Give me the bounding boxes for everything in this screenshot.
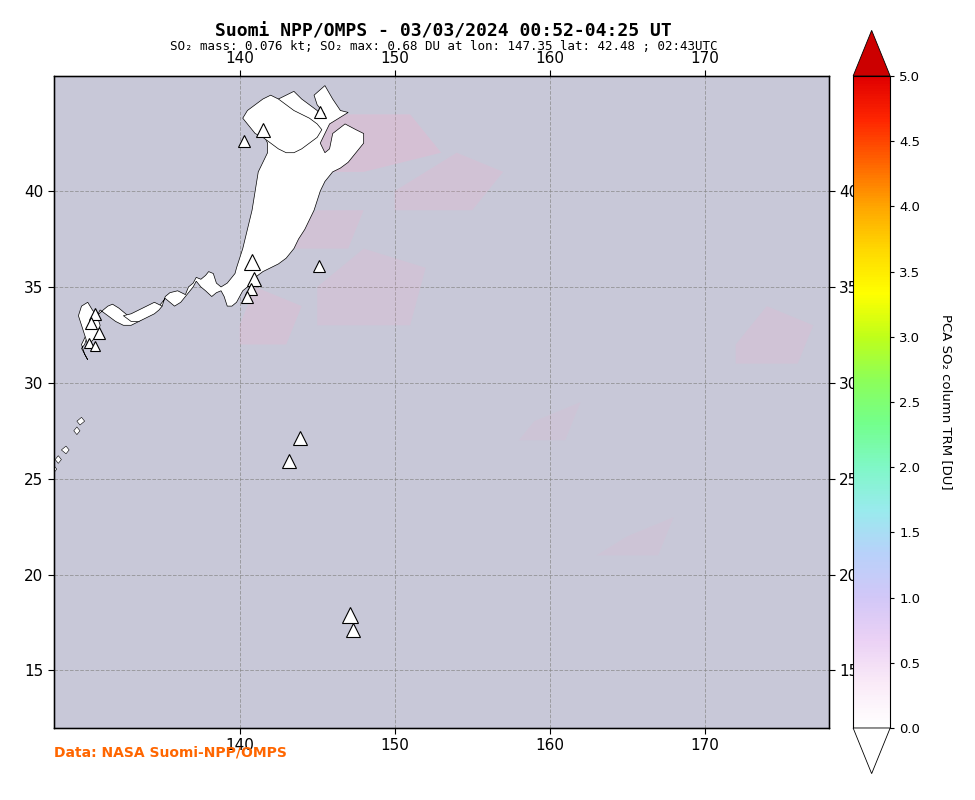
Polygon shape — [853, 728, 890, 774]
Polygon shape — [77, 418, 85, 425]
Polygon shape — [853, 30, 890, 76]
Polygon shape — [124, 302, 162, 322]
Polygon shape — [240, 287, 301, 345]
Polygon shape — [287, 114, 442, 172]
Polygon shape — [82, 86, 364, 360]
Text: Data: NASA Suomi-NPP/OMPS: Data: NASA Suomi-NPP/OMPS — [54, 746, 287, 760]
Polygon shape — [519, 402, 581, 440]
Polygon shape — [78, 302, 100, 345]
Y-axis label: PCA SO₂ column TRM [DU]: PCA SO₂ column TRM [DU] — [940, 314, 953, 490]
Polygon shape — [61, 446, 69, 454]
Polygon shape — [395, 153, 503, 210]
Text: Suomi NPP/OMPS - 03/03/2024 00:52-04:25 UT: Suomi NPP/OMPS - 03/03/2024 00:52-04:25 … — [215, 22, 672, 40]
Polygon shape — [317, 249, 426, 326]
Polygon shape — [287, 210, 364, 249]
Polygon shape — [736, 306, 813, 364]
Polygon shape — [243, 95, 322, 153]
Polygon shape — [49, 466, 57, 473]
Text: SO₂ mass: 0.076 kt; SO₂ max: 0.68 DU at lon: 147.35 lat: 42.48 ; 02:43UTC: SO₂ mass: 0.076 kt; SO₂ max: 0.68 DU at … — [170, 40, 718, 53]
Polygon shape — [597, 517, 674, 555]
Polygon shape — [74, 427, 80, 434]
Polygon shape — [41, 475, 49, 482]
Polygon shape — [56, 456, 61, 463]
